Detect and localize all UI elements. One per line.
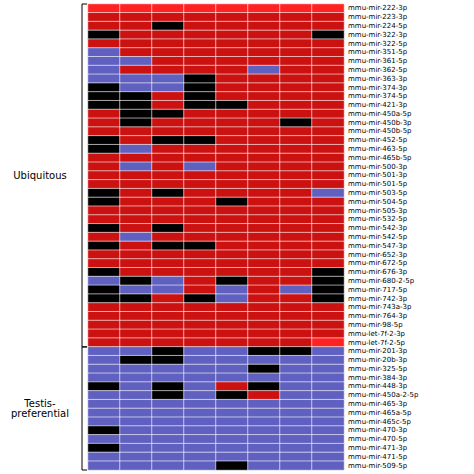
svg-text:mmu-mir-384-3p: mmu-mir-384-3p xyxy=(348,374,408,382)
svg-text:mmu-mir-374-5p: mmu-mir-374-5p xyxy=(348,92,408,100)
svg-text:mmu-mir-362-5p: mmu-mir-362-5p xyxy=(348,66,408,74)
svg-text:Ubiquitous: Ubiquitous xyxy=(13,170,67,181)
svg-text:mmu-mir-742-3p: mmu-mir-742-3p xyxy=(348,295,408,303)
svg-text:mmu-mir-764-3p: mmu-mir-764-3p xyxy=(348,312,408,320)
svg-text:mmu-mir-501-5p: mmu-mir-501-5p xyxy=(348,180,408,188)
svg-text:mmu-mir-98-5p: mmu-mir-98-5p xyxy=(348,321,403,329)
svg-text:mmu-mir-471-5p: mmu-mir-471-5p xyxy=(348,453,408,461)
svg-text:mmu-mir-465a-5p: mmu-mir-465a-5p xyxy=(348,409,412,417)
svg-text:mmu-mir-322-3p: mmu-mir-322-3p xyxy=(348,31,408,39)
svg-text:mmu-mir-503-5p: mmu-mir-503-5p xyxy=(348,189,408,197)
svg-text:mmu-mir-20b-3p: mmu-mir-20b-3p xyxy=(348,356,408,364)
svg-text:mmu-mir-322-5p: mmu-mir-322-5p xyxy=(348,40,408,48)
svg-text:mmu-mir-465c-5p: mmu-mir-465c-5p xyxy=(348,418,412,426)
svg-text:mmu-mir-223-3p: mmu-mir-223-3p xyxy=(348,13,408,21)
svg-text:mmu-mir-542-5p: mmu-mir-542-5p xyxy=(348,233,408,241)
svg-text:preferential: preferential xyxy=(11,408,69,419)
svg-text:mmu-mir-222-3p: mmu-mir-222-3p xyxy=(348,4,408,12)
svg-text:mmu-mir-450a-2-5p: mmu-mir-450a-2-5p xyxy=(348,391,419,399)
svg-text:mmu-mir-463-5p: mmu-mir-463-5p xyxy=(348,145,408,153)
svg-text:mmu-mir-201-3p: mmu-mir-201-3p xyxy=(348,347,408,355)
svg-text:mmu-mir-448-3p: mmu-mir-448-3p xyxy=(348,382,408,390)
svg-text:mmu-mir-743a-3p: mmu-mir-743a-3p xyxy=(348,303,412,311)
svg-text:mmu-mir-351-5p: mmu-mir-351-5p xyxy=(348,48,408,56)
svg-text:mmu-mir-224-5p: mmu-mir-224-5p xyxy=(348,22,408,30)
svg-text:mmu-mir-465b-5p: mmu-mir-465b-5p xyxy=(348,154,412,162)
svg-text:mmu-mir-509-5p: mmu-mir-509-5p xyxy=(348,462,408,470)
svg-text:mmu-mir-532-5p: mmu-mir-532-5p xyxy=(348,215,408,223)
svg-text:mmu-mir-500-3p: mmu-mir-500-3p xyxy=(348,163,408,171)
svg-text:mmu-mir-363-3p: mmu-mir-363-3p xyxy=(348,75,408,83)
svg-text:mmu-mir-421-3p: mmu-mir-421-3p xyxy=(348,101,408,109)
svg-text:mmu-let-7f-2-3p: mmu-let-7f-2-3p xyxy=(348,330,406,338)
svg-text:Testis-: Testis- xyxy=(24,398,56,409)
svg-text:mmu-mir-452-5p: mmu-mir-452-5p xyxy=(348,136,408,144)
svg-text:mmu-mir-374-3p: mmu-mir-374-3p xyxy=(348,84,408,92)
svg-text:mmu-mir-470-3p: mmu-mir-470-3p xyxy=(348,426,408,434)
svg-text:mmu-mir-325-5p: mmu-mir-325-5p xyxy=(348,365,408,373)
svg-text:mmu-mir-680-2-5p: mmu-mir-680-2-5p xyxy=(348,277,415,285)
svg-text:mmu-mir-672-5p: mmu-mir-672-5p xyxy=(348,259,408,267)
svg-text:mmu-mir-450a-5p: mmu-mir-450a-5p xyxy=(348,110,412,118)
svg-text:mmu-mir-504-5p: mmu-mir-504-5p xyxy=(348,198,408,206)
svg-text:mmu-mir-547-3p: mmu-mir-547-3p xyxy=(348,242,408,250)
svg-text:mmu-let-7f-2-5p: mmu-let-7f-2-5p xyxy=(348,339,406,347)
svg-text:mmu-mir-465-3p: mmu-mir-465-3p xyxy=(348,400,408,408)
svg-text:mmu-mir-470-5p: mmu-mir-470-5p xyxy=(348,435,408,443)
svg-text:mmu-mir-450b-5p: mmu-mir-450b-5p xyxy=(348,127,412,135)
svg-text:mmu-mir-652-3p: mmu-mir-652-3p xyxy=(348,251,408,259)
svg-text:mmu-mir-505-3p: mmu-mir-505-3p xyxy=(348,207,408,215)
svg-text:mmu-mir-501-3p: mmu-mir-501-3p xyxy=(348,171,408,179)
svg-text:mmu-mir-471-3p: mmu-mir-471-3p xyxy=(348,444,408,452)
svg-text:mmu-mir-450b-3p: mmu-mir-450b-3p xyxy=(348,119,412,127)
svg-text:mmu-mir-676-3p: mmu-mir-676-3p xyxy=(348,268,408,276)
svg-text:mmu-mir-542-3p: mmu-mir-542-3p xyxy=(348,224,408,232)
svg-text:mmu-mir-717-5p: mmu-mir-717-5p xyxy=(348,286,408,294)
svg-text:mmu-mir-361-5p: mmu-mir-361-5p xyxy=(348,57,408,65)
